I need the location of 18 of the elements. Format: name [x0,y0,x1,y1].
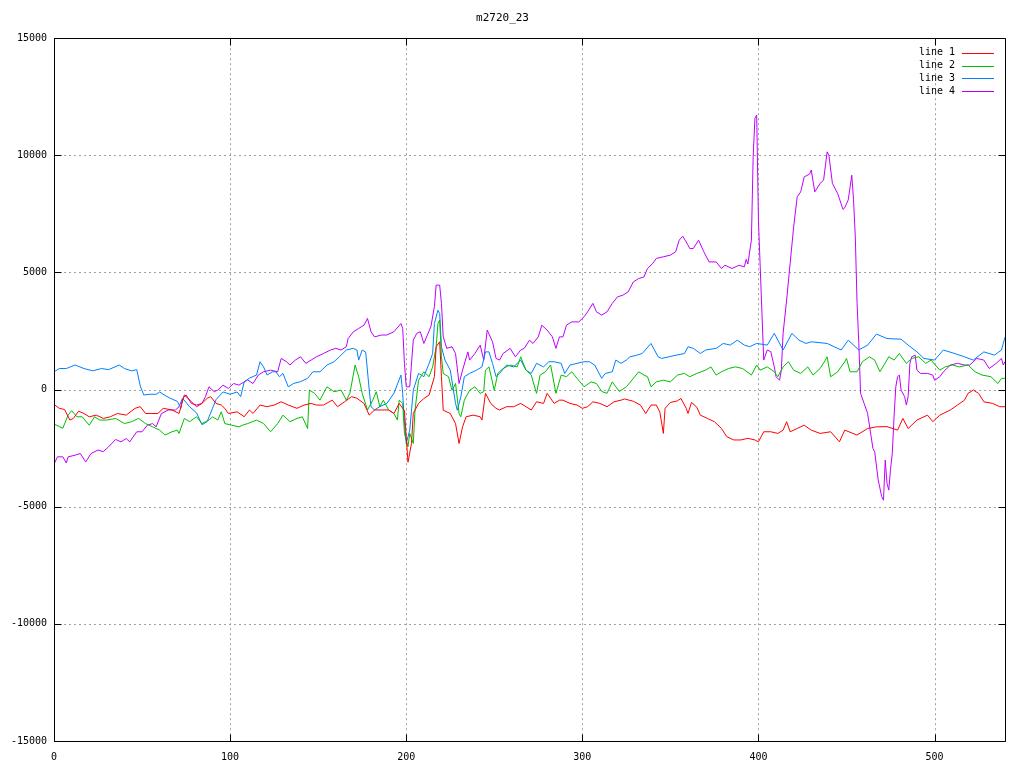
chart-title: m2720_23 [476,11,529,25]
legend-label: line 4 [918,84,955,96]
legend-label: line 2 [918,59,955,71]
x-tick-label: 100 [221,750,240,762]
y-tick-label: 15000 [16,31,47,43]
y-tick-label: 10000 [16,148,47,160]
legend-label: line 3 [918,71,955,83]
x-tick-label: 200 [397,750,416,762]
x-tick-label: 500 [925,750,944,762]
x-tick-label: 400 [749,750,768,762]
x-tick-label: 300 [573,750,592,762]
y-tick-label: -5000 [16,500,47,512]
y-tick-label: -15000 [10,734,47,746]
y-tick-label: 5000 [22,266,47,278]
y-tick-label: 0 [40,383,47,395]
legend-label: line 1 [918,46,955,58]
x-tick-label: 0 [50,750,58,762]
y-tick-label: -10000 [10,617,47,629]
